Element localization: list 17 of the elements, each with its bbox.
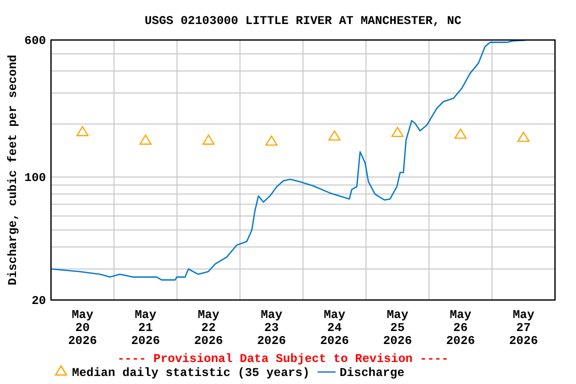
chart-title: USGS 02103000 LITTLE RIVER AT MANCHESTER, NC <box>144 14 462 28</box>
y-tick-label: 600 <box>24 34 46 48</box>
x-tick-label: May 26 2026 <box>446 308 475 348</box>
text: ---- Provisional Data Subject to Revision ---- <box>117 352 449 366</box>
legend-label: Discharge <box>340 366 404 380</box>
y-axis-title: Discharge, cubic feet per second <box>6 54 20 286</box>
x-tick-label: May 20 2026 <box>68 308 97 348</box>
y-tick-label: 100 <box>24 170 46 185</box>
x-tick-label: May 21 2026 <box>131 308 160 348</box>
x-tick-label: May 27 2026 <box>509 308 538 348</box>
legend-label: Median daily statistic (35 years) <box>72 366 310 380</box>
line-series <box>51 40 526 281</box>
x-tick-label: May 23 2026 <box>257 308 286 348</box>
x-tick-label: May 22 2026 <box>194 308 223 348</box>
x-tick-label: May 25 2026 <box>383 308 412 348</box>
x-tick-label: May 24 2026 <box>320 308 349 348</box>
y-tick-label: 20 <box>32 294 46 308</box>
